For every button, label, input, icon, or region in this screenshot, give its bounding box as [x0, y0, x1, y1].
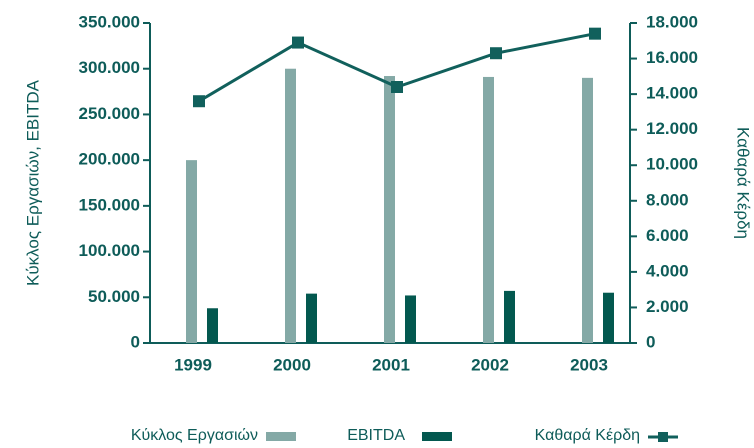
y-tick-label: 150.000: [79, 195, 140, 214]
y-tick-label: 50.000: [88, 287, 140, 306]
y2-tick-label: 0: [646, 332, 655, 351]
bar: [603, 292, 614, 343]
line-marker: [292, 36, 304, 49]
bar: [504, 290, 515, 343]
x-tick-label: 2000: [273, 355, 311, 374]
legend-swatch: [266, 432, 296, 441]
y2-tick-label: 2.000: [646, 297, 689, 316]
y-tick-label: 100.000: [79, 241, 140, 260]
y2-tick-label: 8.000: [646, 190, 689, 209]
legend-label: Καθαρά Κέρδη: [535, 427, 640, 444]
y2-tick-label: 12.000: [646, 119, 698, 138]
bar: [306, 293, 317, 343]
y-tick-label: 350.000: [79, 12, 140, 31]
y2-tick-label: 18.000: [646, 12, 698, 31]
y-axis-title: Κύκλος Εργασιών, EBITDA: [23, 79, 42, 286]
x-tick-label: 2003: [570, 355, 608, 374]
bar: [207, 308, 218, 343]
line-marker: [589, 27, 601, 40]
line-marker: [490, 47, 502, 60]
legend-label: Κύκλος Εργασιών: [131, 427, 258, 444]
y2-tick-label: 10.000: [646, 155, 698, 174]
x-tick-label: 2001: [372, 355, 410, 374]
bar: [186, 160, 197, 343]
y-tick-label: 250.000: [79, 104, 140, 123]
bar: [285, 68, 296, 343]
x-tick-label: 1999: [174, 355, 212, 374]
bar: [483, 76, 494, 343]
line-marker: [391, 81, 403, 93]
y-tick-label: 300.000: [79, 58, 140, 77]
legend-label: EBITDA: [347, 427, 405, 444]
y-tick-label: 0: [131, 332, 140, 351]
bar: [582, 77, 593, 343]
y2-tick-label: 14.000: [646, 84, 698, 103]
line-marker: [193, 95, 205, 108]
y-tick-label: 200.000: [79, 150, 140, 169]
bar: [405, 295, 416, 343]
x-tick-label: 2002: [471, 355, 509, 374]
y2-tick-label: 16.000: [646, 48, 698, 67]
y2-tick-label: 6.000: [646, 226, 689, 245]
legend-swatch: [422, 432, 452, 441]
y2-tick-label: 4.000: [646, 261, 689, 280]
y2-axis-title: Καθαρά Κέρδη: [734, 127, 753, 239]
bar: [384, 76, 395, 344]
legend-swatch: [658, 432, 668, 442]
